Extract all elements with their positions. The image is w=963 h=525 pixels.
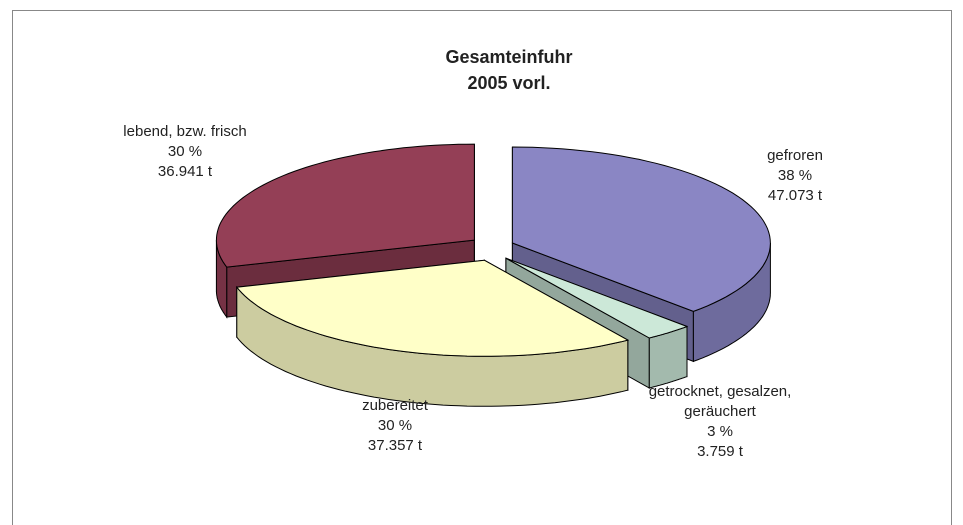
percent-label: 30 % [377,417,413,434]
slice-label: getrocknet, gesalzen, geräuchert 3 % 3.759… [625,382,815,462]
slice-label: gefroren 38 % 47.073 t [725,146,865,206]
slice-top [505,257,689,339]
percent-label: 3 % [707,423,733,440]
slice-top [235,259,630,357]
slice-label: lebend, bzw. frisch 30 % 36.941 t [85,122,285,182]
percent-label: 38 % [777,167,813,184]
slice-top [511,146,771,312]
value-label: 47.073 t [767,187,823,204]
category-label: zubereitet [362,397,428,414]
value-label: 3.759 t [697,443,743,460]
chart-title: Gesamteinfuhr 2005 vorl. [445,47,573,93]
category-label: gefroren [767,147,823,164]
percent-label: 30 % [167,143,203,160]
slice-label: zubereitet 30 % 37.357 t [315,396,475,456]
category-label: getrocknet, gesalzen, geräuchert [648,383,792,420]
chart-frame [12,10,952,525]
value-label: 37.357 t [367,437,423,454]
category-label: lebend, bzw. frisch [123,123,247,140]
value-label: 36.941 t [157,163,213,180]
slice-top [215,143,475,268]
pie-slice [235,259,630,407]
